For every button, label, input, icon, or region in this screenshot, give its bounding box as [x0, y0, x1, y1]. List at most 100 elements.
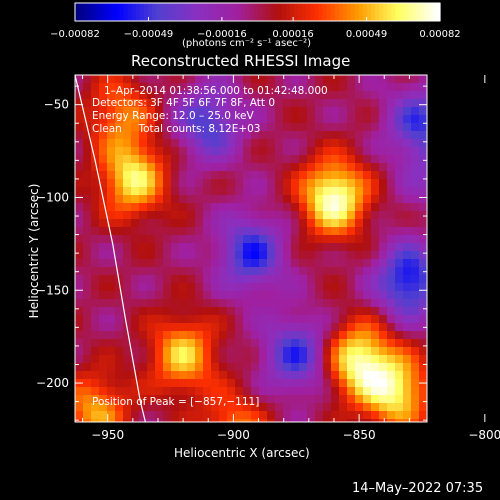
- heatmap-cell: [179, 83, 188, 92]
- annotation-line-2: Detectors: 3F 4F 5F 6F 7F 8F, Att 0: [92, 97, 276, 109]
- colorbar-segment: [387, 3, 392, 21]
- colorbar-segment: [123, 3, 129, 21]
- heatmap-cell: [275, 315, 284, 324]
- heatmap-cell: [163, 75, 172, 84]
- heatmap-cell: [323, 339, 332, 348]
- heatmap-cell: [275, 419, 284, 423]
- heatmap-cell: [171, 299, 180, 308]
- heatmap-cell: [331, 347, 340, 356]
- heatmap-cell: [347, 211, 356, 220]
- heatmap-cell: [403, 355, 412, 364]
- heatmap-cell: [339, 115, 348, 124]
- heatmap-cell: [131, 99, 140, 108]
- heatmap-cell: [307, 139, 316, 148]
- heatmap-cell: [75, 187, 84, 196]
- heatmap-cell: [371, 331, 380, 340]
- heatmap-cell: [363, 219, 372, 228]
- heatmap-cell: [171, 115, 180, 124]
- heatmap-cell: [139, 371, 148, 380]
- heatmap-cell: [83, 315, 92, 324]
- colorbar-segment: [79, 3, 84, 21]
- heatmap-cell: [307, 403, 316, 412]
- heatmap-cell: [91, 163, 100, 172]
- colorbar-segment: [419, 3, 425, 21]
- heatmap-cell: [91, 75, 100, 84]
- heatmap-cell: [163, 395, 172, 404]
- heatmap-cell: [75, 363, 84, 372]
- heatmap-cell: [283, 75, 292, 84]
- heatmap-cell: [275, 323, 284, 332]
- heatmap-cell: [115, 331, 124, 340]
- heatmap-cell: [179, 107, 188, 116]
- heatmap-cell: [83, 243, 92, 252]
- heatmap-cell: [363, 323, 372, 332]
- heatmap-cell: [235, 139, 244, 148]
- heatmap-cell: [219, 251, 228, 260]
- colorbar-segment: [233, 3, 238, 21]
- annotation-line-4: Clean Total counts: 8.12E+03: [92, 123, 261, 135]
- heatmap-cell: [219, 227, 228, 236]
- heatmap-cell: [211, 99, 220, 108]
- heatmap-cell: [147, 251, 156, 260]
- heatmap-cell: [195, 331, 204, 340]
- heatmap-cell: [275, 107, 284, 116]
- heatmap-cell: [203, 419, 212, 423]
- heatmap-cell: [299, 259, 308, 268]
- heatmap-cell: [403, 179, 412, 188]
- heatmap-cell: [187, 123, 196, 132]
- heatmap-cell: [307, 363, 316, 372]
- heatmap-cell: [107, 395, 116, 404]
- heatmap-cell: [83, 211, 92, 220]
- heatmap-cell: [123, 99, 132, 108]
- heatmap-cell: [403, 131, 412, 140]
- heatmap-cell: [91, 139, 100, 148]
- heatmap-cell: [267, 83, 276, 92]
- heatmap-cell: [275, 139, 284, 148]
- heatmap-cell: [187, 235, 196, 244]
- heatmap-cell: [123, 395, 132, 404]
- heatmap-cell: [155, 411, 164, 420]
- heatmap-cell: [347, 139, 356, 148]
- heatmap-cell: [155, 139, 164, 148]
- heatmap-cell: [395, 419, 404, 423]
- heatmap-cell: [307, 307, 316, 316]
- heatmap-cell: [251, 219, 260, 228]
- heatmap-cell: [147, 179, 156, 188]
- heatmap-cell: [331, 147, 340, 156]
- heatmap-cell: [339, 179, 348, 188]
- heatmap-cell: [347, 147, 356, 156]
- heatmap-cell: [163, 363, 172, 372]
- heatmap-cell: [395, 91, 404, 100]
- heatmap-cell: [315, 219, 324, 228]
- heatmap-cell: [211, 371, 220, 380]
- heatmap-cell: [195, 195, 204, 204]
- heatmap-cell: [267, 219, 276, 228]
- heatmap-cell: [235, 227, 244, 236]
- heatmap-cell: [355, 267, 364, 276]
- heatmap-cell: [91, 227, 100, 236]
- colorbar-segment: [294, 3, 299, 21]
- heatmap-cell: [75, 283, 84, 292]
- heatmap-cell: [203, 275, 212, 284]
- heatmap-cell: [219, 419, 228, 423]
- heatmap-cell: [75, 75, 84, 84]
- heatmap-cell: [139, 203, 148, 212]
- heatmap-cell: [275, 123, 284, 132]
- heatmap-cell: [163, 347, 172, 356]
- heatmap-cell: [323, 155, 332, 164]
- heatmap-cell: [235, 275, 244, 284]
- heatmap-cell: [291, 211, 300, 220]
- heatmap-cell: [147, 219, 156, 228]
- heatmap-cell: [227, 83, 236, 92]
- heatmap-cell: [307, 147, 316, 156]
- heatmap-cell: [395, 411, 404, 420]
- heatmap-cell: [211, 75, 220, 84]
- heatmap-cell: [211, 227, 220, 236]
- heatmap-cell: [123, 339, 132, 348]
- heatmap-cell: [83, 203, 92, 212]
- heatmap-cell: [211, 379, 220, 388]
- heatmap-cell: [155, 379, 164, 388]
- peak-position-label: Position of Peak = [−857,−111]: [92, 396, 260, 408]
- heatmap-cell: [339, 419, 348, 423]
- heatmap-cell: [99, 363, 108, 372]
